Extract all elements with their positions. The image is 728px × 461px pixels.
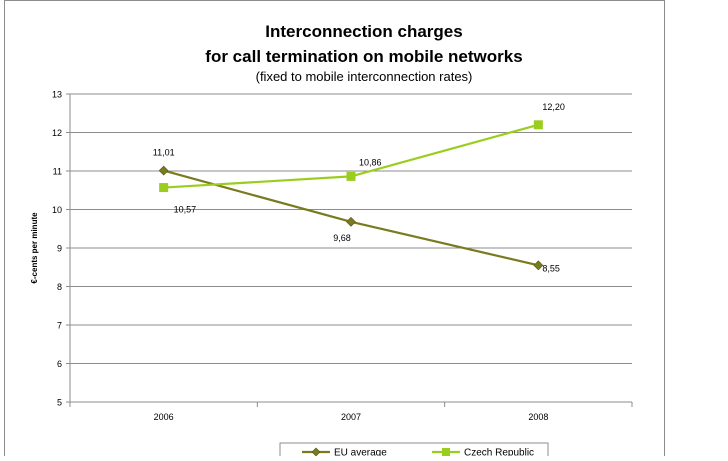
legend-label: EU average <box>334 448 387 457</box>
data-label: 9,68 <box>333 233 351 243</box>
data-point-marker <box>533 260 544 271</box>
y-axis-label: €-cents per minute <box>30 212 39 284</box>
data-label: 11,01 <box>153 148 175 158</box>
x-tick-label: 2006 <box>154 412 174 422</box>
data-point-marker <box>346 216 356 227</box>
data-label: 12,20 <box>542 102 565 112</box>
data-point-marker <box>158 165 169 176</box>
y-tick-label: 7 <box>57 321 62 331</box>
x-tick-label: 2008 <box>528 412 548 422</box>
y-tick-label: 8 <box>57 282 62 292</box>
data-label: 10,57 <box>174 205 197 215</box>
data-label: 8,55 <box>542 263 560 273</box>
y-tick-label: 13 <box>52 90 62 100</box>
chart-subtitle: (fixed to mobile interconnection rates) <box>256 69 473 84</box>
data-point-marker <box>346 171 356 181</box>
y-tick-label: 11 <box>53 167 62 177</box>
data-point-marker <box>159 183 169 193</box>
legend-swatch-marker <box>442 448 450 456</box>
data-point-marker <box>533 120 543 130</box>
y-tick-label: 6 <box>57 359 62 369</box>
legend-label: Czech Republic <box>464 448 534 457</box>
y-tick-label: 10 <box>52 205 62 215</box>
x-tick-label: 2007 <box>341 412 361 422</box>
data-label: 10,86 <box>359 157 382 167</box>
chart-title-line1: Interconnection charges <box>265 22 462 41</box>
y-tick-label: 5 <box>57 398 62 408</box>
chart-border <box>4 0 665 461</box>
y-tick-label: 12 <box>52 128 62 138</box>
y-tick-label: 9 <box>57 244 62 254</box>
chart-title-line2: for call termination on mobile networks <box>205 47 522 66</box>
